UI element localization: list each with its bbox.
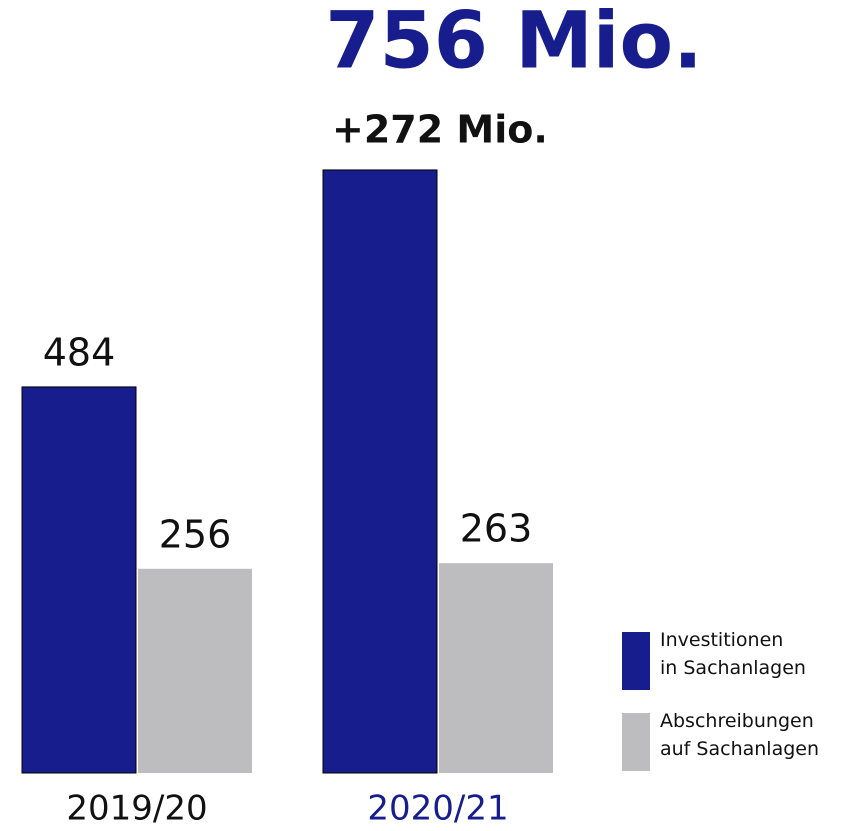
- value-label: 256: [159, 512, 232, 556]
- legend-swatch: [622, 632, 650, 690]
- legend-entry: Abschreibungen auf Sachanlagen: [660, 710, 820, 760]
- value-label: 484: [43, 330, 116, 374]
- value-label: 756 Mio.: [325, 0, 703, 86]
- bar: [138, 568, 252, 773]
- value-label: 263: [460, 507, 533, 551]
- legend-entry: Investitionen in Sachanlagen: [660, 629, 806, 679]
- bar: [21, 386, 137, 774]
- bar: [439, 563, 553, 773]
- legend-label: Investitionen in Sachanlagen: [660, 629, 806, 679]
- x-tick-label: 2019/20: [66, 789, 207, 829]
- legend-swatch: [622, 713, 650, 771]
- x-tick-label: 2020/21: [367, 789, 508, 829]
- annotation: +272 Mio.: [332, 108, 548, 152]
- bar: [322, 169, 438, 774]
- legend-label: Abschreibungen auf Sachanlagen: [660, 710, 820, 760]
